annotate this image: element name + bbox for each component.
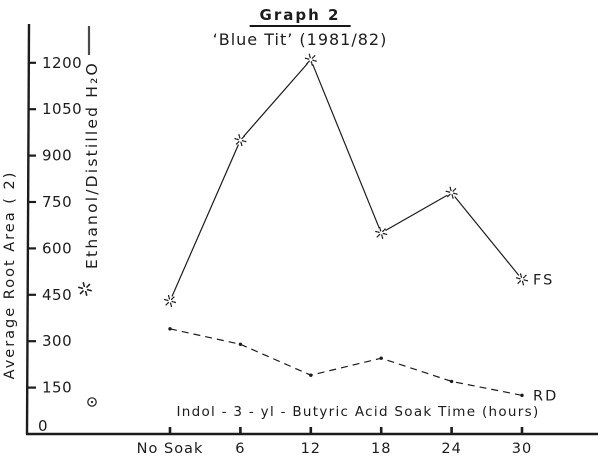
star-spoke <box>382 228 386 233</box>
data-point-dot-rd <box>168 327 172 331</box>
star-spoke <box>379 226 382 232</box>
series-label-fs: FS <box>533 272 554 288</box>
star-spoke <box>310 61 313 66</box>
star-spoke <box>453 192 458 195</box>
star-spoke <box>376 233 381 238</box>
legend-circle-dot-icon <box>87 397 97 407</box>
y-tick-label: 300 <box>42 332 72 350</box>
series-label-rd: RD <box>533 388 558 404</box>
y-tick-label: 1050 <box>42 100 82 118</box>
star-spoke <box>84 290 88 297</box>
star-spoke <box>234 138 239 141</box>
x-tick-label: 6 <box>235 441 245 457</box>
star-spoke <box>240 141 243 147</box>
star-spoke <box>449 186 452 192</box>
star-spoke <box>522 274 527 279</box>
star-spoke <box>382 232 388 236</box>
chart-subtitle: ‘Blue Tit’ (1981/82) <box>212 30 388 49</box>
legend-circle-dot-center <box>90 400 94 404</box>
data-point-star-fs <box>304 53 317 66</box>
y-axis-title: Average Root Area ( 2) <box>2 171 18 380</box>
star-spoke <box>451 194 454 199</box>
star-spoke <box>238 134 241 139</box>
y-tick-label: 1200 <box>42 54 82 72</box>
star-spoke <box>304 57 310 60</box>
data-point-star-fs <box>375 226 388 239</box>
chart-title: Graph 2 <box>249 6 351 27</box>
data-point-dot-rd <box>520 393 524 398</box>
data-point-star-fs <box>445 186 458 199</box>
data-point-dot-rd <box>309 373 313 377</box>
y-tick-label: 450 <box>42 286 72 304</box>
x-tick-label: 12 <box>301 441 321 457</box>
data-point-star-fs <box>163 294 177 308</box>
star-spoke <box>170 296 175 301</box>
star-spoke <box>308 53 311 59</box>
star-spoke <box>79 290 84 295</box>
star-spoke <box>169 302 173 308</box>
x-tick-label: 24 <box>441 441 461 457</box>
series-line-fs <box>169 58 523 302</box>
y-tick-label: 750 <box>42 193 72 211</box>
star-spoke <box>241 140 247 143</box>
y-axis <box>25 23 31 435</box>
star-spoke <box>521 280 525 286</box>
star-spoke <box>311 55 316 59</box>
series-line-rd <box>169 328 523 396</box>
data-point-dot-rd <box>449 379 454 384</box>
star-spoke <box>235 141 240 145</box>
data-point-star-fs <box>234 134 247 147</box>
star-spoke <box>86 283 91 288</box>
star-spoke <box>517 280 522 284</box>
star-spoke <box>381 234 384 239</box>
star-spoke <box>523 279 529 282</box>
y-tick-label: 150 <box>42 379 72 397</box>
star-spoke <box>306 60 310 65</box>
star-spoke <box>165 301 170 306</box>
star-spoke <box>375 230 380 234</box>
data-point-star-fs <box>515 273 529 286</box>
x-tick-label: No Soak <box>137 441 204 457</box>
y-tick-label: 600 <box>42 239 72 257</box>
x-axis-title: Indol - 3 - yl - Butyric Acid Soak Time … <box>176 404 539 420</box>
star-spoke <box>86 288 93 292</box>
star-spoke <box>82 281 86 288</box>
star-spoke <box>163 298 169 302</box>
star-spoke <box>445 190 451 193</box>
data-point-dot-rd <box>379 356 383 360</box>
star-spoke <box>312 59 317 62</box>
star-spoke <box>171 300 177 304</box>
star-spoke <box>167 294 171 300</box>
legend-dotted-star-icon <box>77 281 93 297</box>
legend-label-ethanol: Ethanol/Distilled H₂O <box>83 61 101 269</box>
y-tick-label: 900 <box>42 147 72 165</box>
x-tick-label: 30 <box>512 441 532 457</box>
chart-title-block: Graph 2 ‘Blue Tit’ (1981/82) <box>213 5 388 49</box>
star-spoke <box>515 277 521 280</box>
star-spoke <box>241 135 246 140</box>
star-spoke <box>452 188 457 192</box>
star-spoke <box>519 273 523 278</box>
y-zero-label: 0 <box>38 417 48 435</box>
star-spoke <box>446 193 451 198</box>
data-point-dot-rd <box>238 342 243 346</box>
star-spoke <box>77 286 84 290</box>
x-tick-label: 18 <box>371 441 391 457</box>
